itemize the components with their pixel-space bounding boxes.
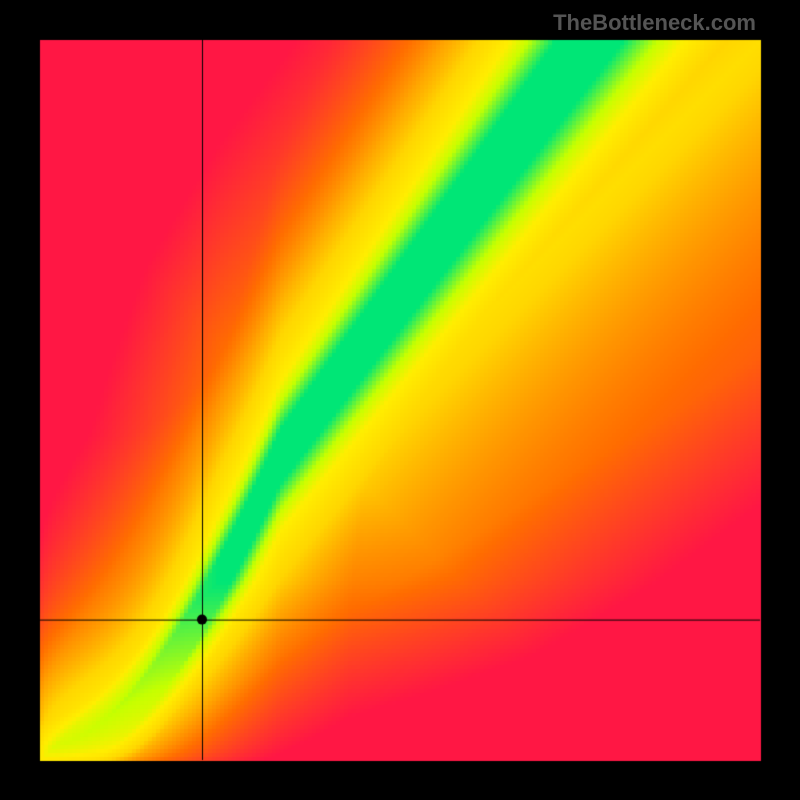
watermark-text: TheBottleneck.com <box>553 10 756 36</box>
heatmap-chart <box>0 0 800 800</box>
